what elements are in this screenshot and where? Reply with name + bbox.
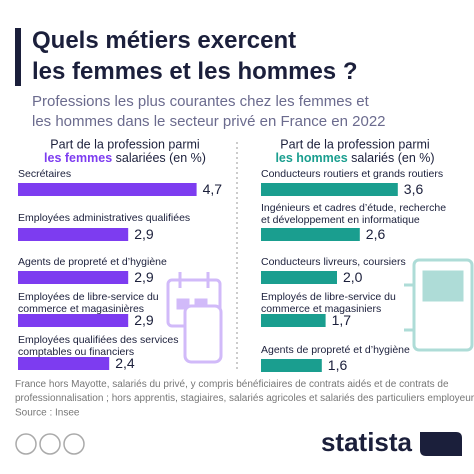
header-suffix: salariés (en %) [348,151,435,165]
category-label: Secrétaires [18,168,71,180]
bar [18,357,110,370]
bar [261,314,326,327]
category-label: Conducteurs routiers et grands routiers [261,168,443,180]
value-label: 4,7 [203,181,223,197]
category-label: Ingénieurs et cadres d’étude, recherche e… [261,202,446,226]
value-label: 2,9 [134,312,154,328]
bar [261,228,360,241]
footnote: France hors Mayotte, salariés du privé, … [15,379,474,404]
chart-header: les femmes salariées (en %) [44,151,206,165]
category-label: Employées administratives qualifiées [18,212,190,224]
illustration-office [166,272,223,364]
bar [261,183,398,196]
subtitle: Professions les plus courantes chez les … [32,93,386,130]
source: Source : Insee [15,408,80,419]
chart-header: les hommes salariés (en %) [275,151,434,165]
bar [261,271,337,284]
bar [18,314,129,327]
title-accent [15,28,21,86]
value-label: 2,6 [366,226,386,242]
category-label: Agents de propreté et d’hygiène [261,344,410,356]
bar [18,183,197,196]
value-label: 2,4 [115,355,135,371]
header-highlight: les femmes [44,151,112,165]
license-icons [15,433,85,455]
bar [18,228,129,241]
brand: statista [321,427,413,457]
category-label: Employées qualifiées des services comptab… [18,334,179,358]
value-label: 2,9 [134,226,154,242]
value-label: 3,6 [404,181,424,197]
value-label: 1,6 [328,357,348,373]
category-label: Employées de libre-service du commerce et… [18,291,159,315]
bar [261,359,322,372]
value-label: 1,7 [332,312,352,328]
illustration-truck [404,258,474,352]
title: Quels métiers exercent les femmes et les … [32,27,357,85]
header-highlight: les hommes [275,151,347,165]
chart-header: Part de la profession parmi [50,137,199,151]
chart-header: Part de la profession parmi [280,137,429,151]
category-label: Employés de libre-service du commerce et … [261,291,396,315]
header-suffix: salariées (en %) [112,151,206,165]
value-label: 2,9 [134,269,154,285]
category-label: Conducteurs livreurs, coursiers [261,256,406,268]
brand-logo [420,432,462,456]
bar [18,271,129,284]
value-label: 2,0 [343,269,363,285]
category-label: Agents de propreté et d’hygiène [18,256,167,268]
